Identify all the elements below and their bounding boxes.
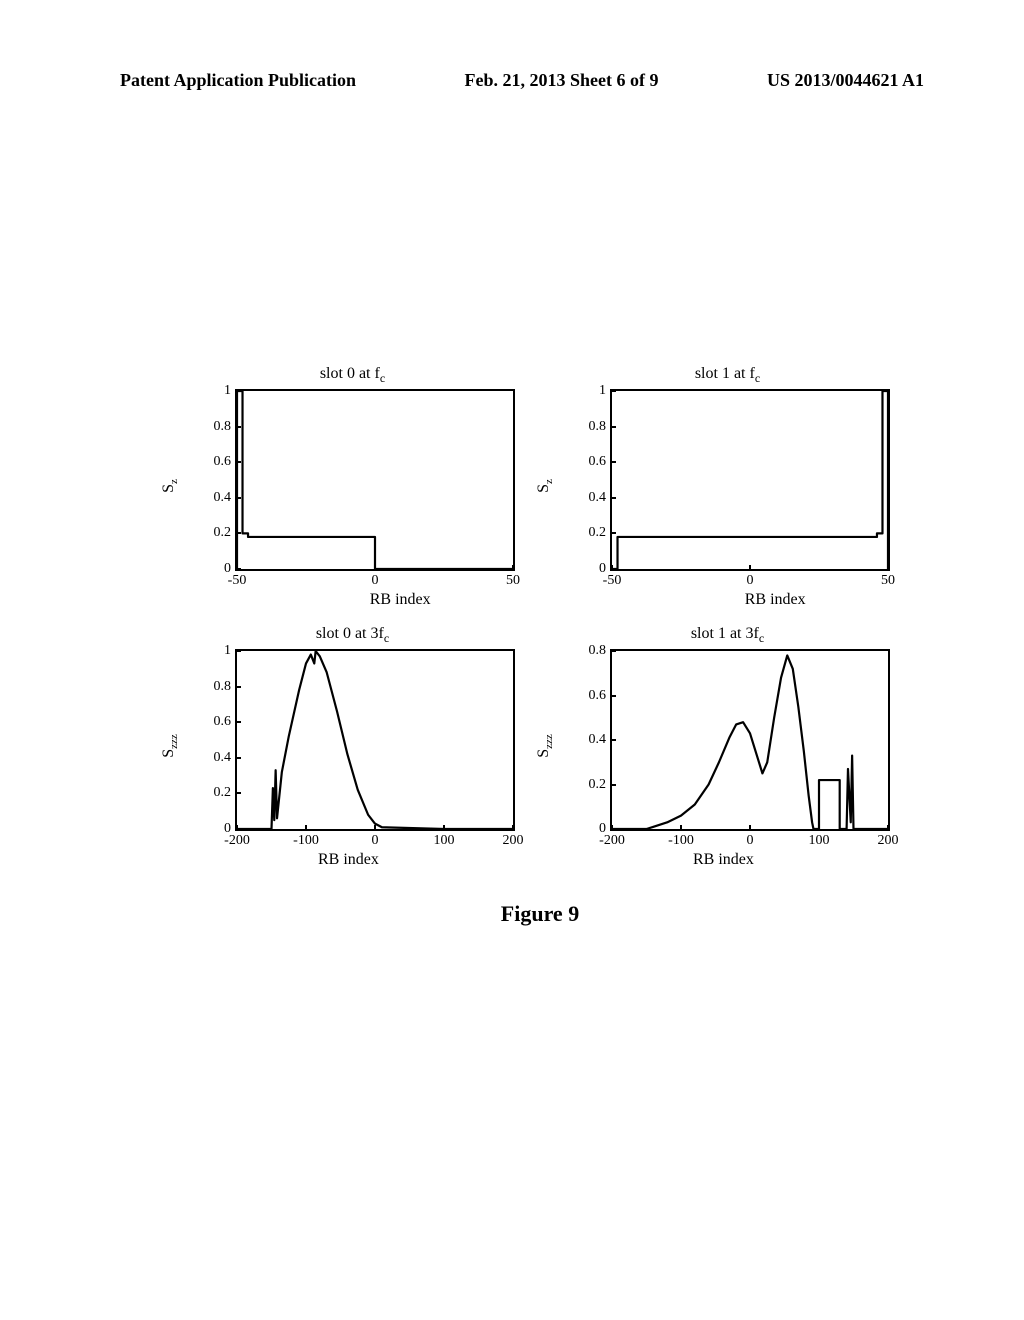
y-tick-label: 0.8: [589, 419, 607, 435]
x-axis-label: RB index: [370, 591, 431, 609]
y-tick-label: 1: [224, 643, 231, 659]
header-center: Feb. 21, 2013 Sheet 6 of 9: [465, 70, 659, 91]
y-tick-label: 0.8: [589, 643, 607, 659]
panel-title: slot 1 at fc: [555, 365, 900, 386]
curve: [237, 651, 513, 829]
x-tick-label: 50: [881, 573, 895, 589]
x-tick-label: 0: [747, 573, 754, 589]
y-tick-label: 0.4: [214, 750, 232, 766]
x-tick-label: -50: [228, 573, 247, 589]
panel-top-left: slot 0 at fcSz00.20.40.60.81-50050RB ind…: [180, 371, 525, 601]
x-tick-label: 0: [372, 573, 379, 589]
y-tick-label: 0.8: [214, 419, 232, 435]
y-tick-label: 0.2: [214, 785, 232, 801]
plot-area: 00.20.40.60.8-200-1000100200: [610, 649, 890, 831]
x-tick-label: -200: [599, 833, 625, 849]
y-tick-label: 0.6: [214, 714, 232, 730]
x-tick-label: 50: [506, 573, 520, 589]
y-tick-label: 0.2: [589, 777, 607, 793]
y-axis-label: Szzz: [535, 734, 555, 758]
x-axis-label: RB index: [693, 851, 754, 869]
y-tick-label: 0.6: [214, 454, 232, 470]
y-tick-label: 0.4: [589, 490, 607, 506]
x-tick-label: 200: [878, 833, 899, 849]
y-tick-label: 1: [224, 383, 231, 399]
curve: [612, 651, 888, 829]
x-tick-label: 0: [747, 833, 754, 849]
x-tick-label: -100: [668, 833, 694, 849]
panel-title: slot 1 at 3fc: [555, 625, 900, 646]
page: Patent Application Publication Feb. 21, …: [0, 0, 1024, 1320]
y-tick-label: 0.4: [589, 732, 607, 748]
y-tick-label: 0.4: [214, 490, 232, 506]
plot-area: 00.20.40.60.81-50050: [235, 389, 515, 571]
x-tick-label: -100: [293, 833, 319, 849]
panel-bottom-left: slot 0 at 3fcSzzz00.20.40.60.81-200-1000…: [180, 631, 525, 861]
y-tick-label: 0.6: [589, 454, 607, 470]
x-tick-label: 100: [434, 833, 455, 849]
panel-bottom-right: slot 1 at 3fcSzzz00.20.40.60.8-200-10001…: [555, 631, 900, 861]
x-tick-label: -200: [224, 833, 250, 849]
header-left: Patent Application Publication: [120, 70, 356, 91]
x-tick-label: 0: [372, 833, 379, 849]
panel-grid: slot 0 at fcSz00.20.40.60.81-50050RB ind…: [180, 371, 900, 861]
y-tick-label: 0.6: [589, 688, 607, 704]
panel-title: slot 0 at 3fc: [180, 625, 525, 646]
x-axis-label: RB index: [318, 851, 379, 869]
figure-caption: Figure 9: [180, 901, 900, 927]
y-axis-label: Szzz: [160, 734, 180, 758]
y-axis-label: Sz: [535, 479, 555, 493]
x-axis-label: RB index: [745, 591, 806, 609]
curve: [612, 391, 888, 569]
x-tick-label: -50: [603, 573, 622, 589]
x-tick-label: 200: [503, 833, 524, 849]
page-header: Patent Application Publication Feb. 21, …: [120, 70, 924, 91]
plot-area: 00.20.40.60.81-200-1000100200: [235, 649, 515, 831]
figure-block: slot 0 at fcSz00.20.40.60.81-50050RB ind…: [180, 371, 900, 927]
y-tick-label: 0.8: [214, 679, 232, 695]
y-tick-label: 0.2: [589, 525, 607, 541]
plot-area: 00.20.40.60.81-50050: [610, 389, 890, 571]
y-tick-label: 1: [599, 383, 606, 399]
header-right: US 2013/0044621 A1: [767, 70, 924, 91]
x-tick-label: 100: [809, 833, 830, 849]
panel-title: slot 0 at fc: [180, 365, 525, 386]
y-tick-label: 0.2: [214, 525, 232, 541]
panel-top-right: slot 1 at fcSz00.20.40.60.81-50050RB ind…: [555, 371, 900, 601]
y-axis-label: Sz: [160, 479, 180, 493]
curve: [237, 391, 513, 569]
